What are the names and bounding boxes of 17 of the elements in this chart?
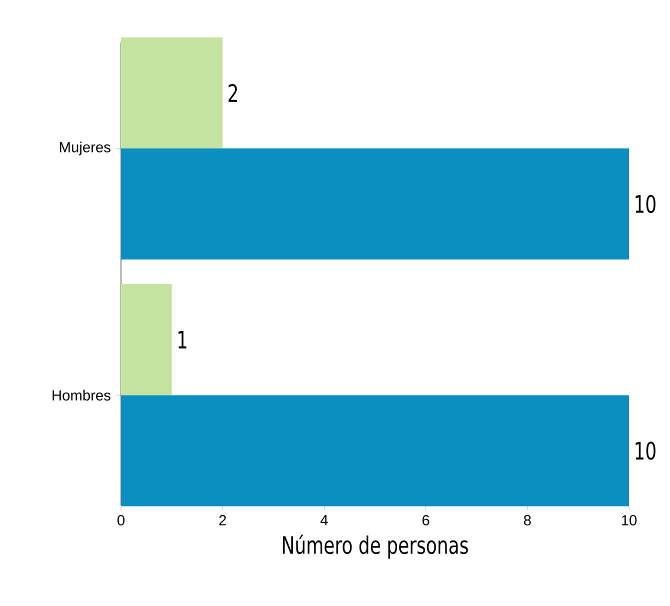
x-tick-label: 6 [422, 515, 430, 526]
bar [121, 37, 223, 148]
data-label: 10 [636, 442, 656, 460]
x-axis-title: Número de personas [283, 534, 468, 559]
data-label: 1 [178, 330, 186, 348]
x-tick-label: 2 [219, 515, 226, 526]
x-tick-label: 10 [622, 515, 637, 526]
bar [121, 148, 630, 260]
data-label: 2 [228, 84, 237, 102]
y-tick-label: Hombres [52, 390, 110, 401]
bar [121, 284, 172, 396]
x-tick-label: 8 [524, 515, 531, 526]
x-tick-label: 0 [117, 515, 124, 526]
data-label: 10 [636, 194, 656, 214]
y-tick-label: Mujeres [60, 142, 110, 156]
x-tick-label: 4 [320, 515, 328, 526]
bar [121, 395, 630, 506]
